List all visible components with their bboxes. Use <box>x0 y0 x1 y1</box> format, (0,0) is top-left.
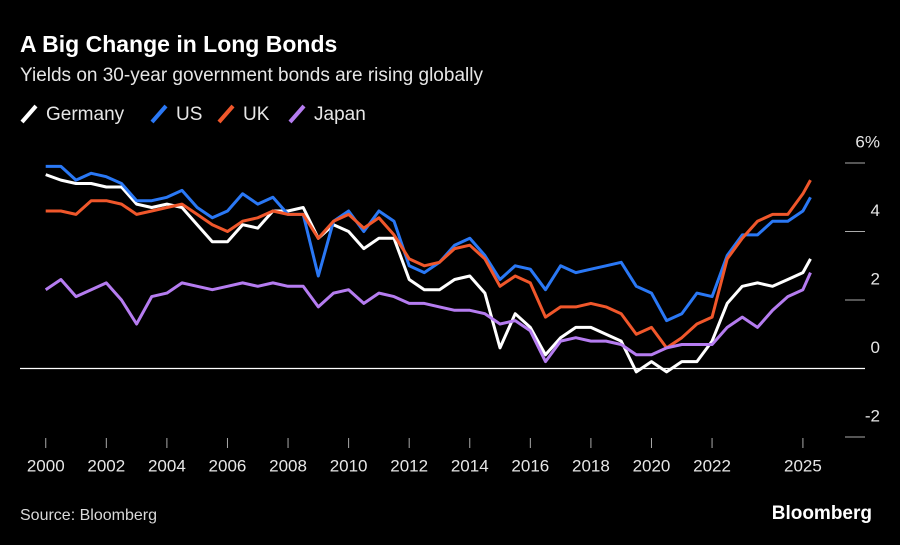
chart-subtitle: Yields on 30-year government bonds are r… <box>20 65 483 86</box>
legend-label: Germany <box>46 104 125 125</box>
x-tick-label: 2018 <box>572 456 610 475</box>
y-tick-label: -2 <box>865 406 880 425</box>
legend-swatch <box>288 104 306 124</box>
legend-swatch <box>217 104 235 124</box>
legend-swatch <box>150 104 168 124</box>
y-tick-label: 4 <box>871 201 880 220</box>
y-tick-label: 2 <box>871 269 880 288</box>
legend-label: US <box>176 104 202 125</box>
legend-label: UK <box>243 104 270 125</box>
series-line <box>45 179 812 350</box>
y-tick-label: 0 <box>871 338 880 357</box>
x-tick-label: 2020 <box>633 456 671 475</box>
x-tick-label: 2002 <box>87 456 125 475</box>
chart-title: A Big Change in Long Bonds <box>20 31 337 57</box>
x-tick-label: 2000 <box>27 456 65 475</box>
x-tick-label: 2008 <box>269 456 307 475</box>
brand: Bloomberg <box>772 503 872 524</box>
x-tick-label: 2016 <box>511 456 549 475</box>
legend-swatch <box>20 104 38 124</box>
series-line <box>45 173 812 374</box>
x-tick-label: 2010 <box>330 456 368 475</box>
source: Source: Bloomberg <box>20 507 157 524</box>
legend-label: Japan <box>314 104 366 125</box>
x-tick-label: 2022 <box>693 456 731 475</box>
x-tick-label: 2012 <box>390 456 428 475</box>
x-tick-label: 2004 <box>148 456 186 475</box>
series-line <box>44 271 812 364</box>
y-tick-label: 6% <box>855 132 880 151</box>
x-tick-label: 2014 <box>451 456 489 475</box>
series-line <box>45 164 812 323</box>
x-tick-label: 2025 <box>784 456 822 475</box>
x-tick-label: 2006 <box>209 456 247 475</box>
